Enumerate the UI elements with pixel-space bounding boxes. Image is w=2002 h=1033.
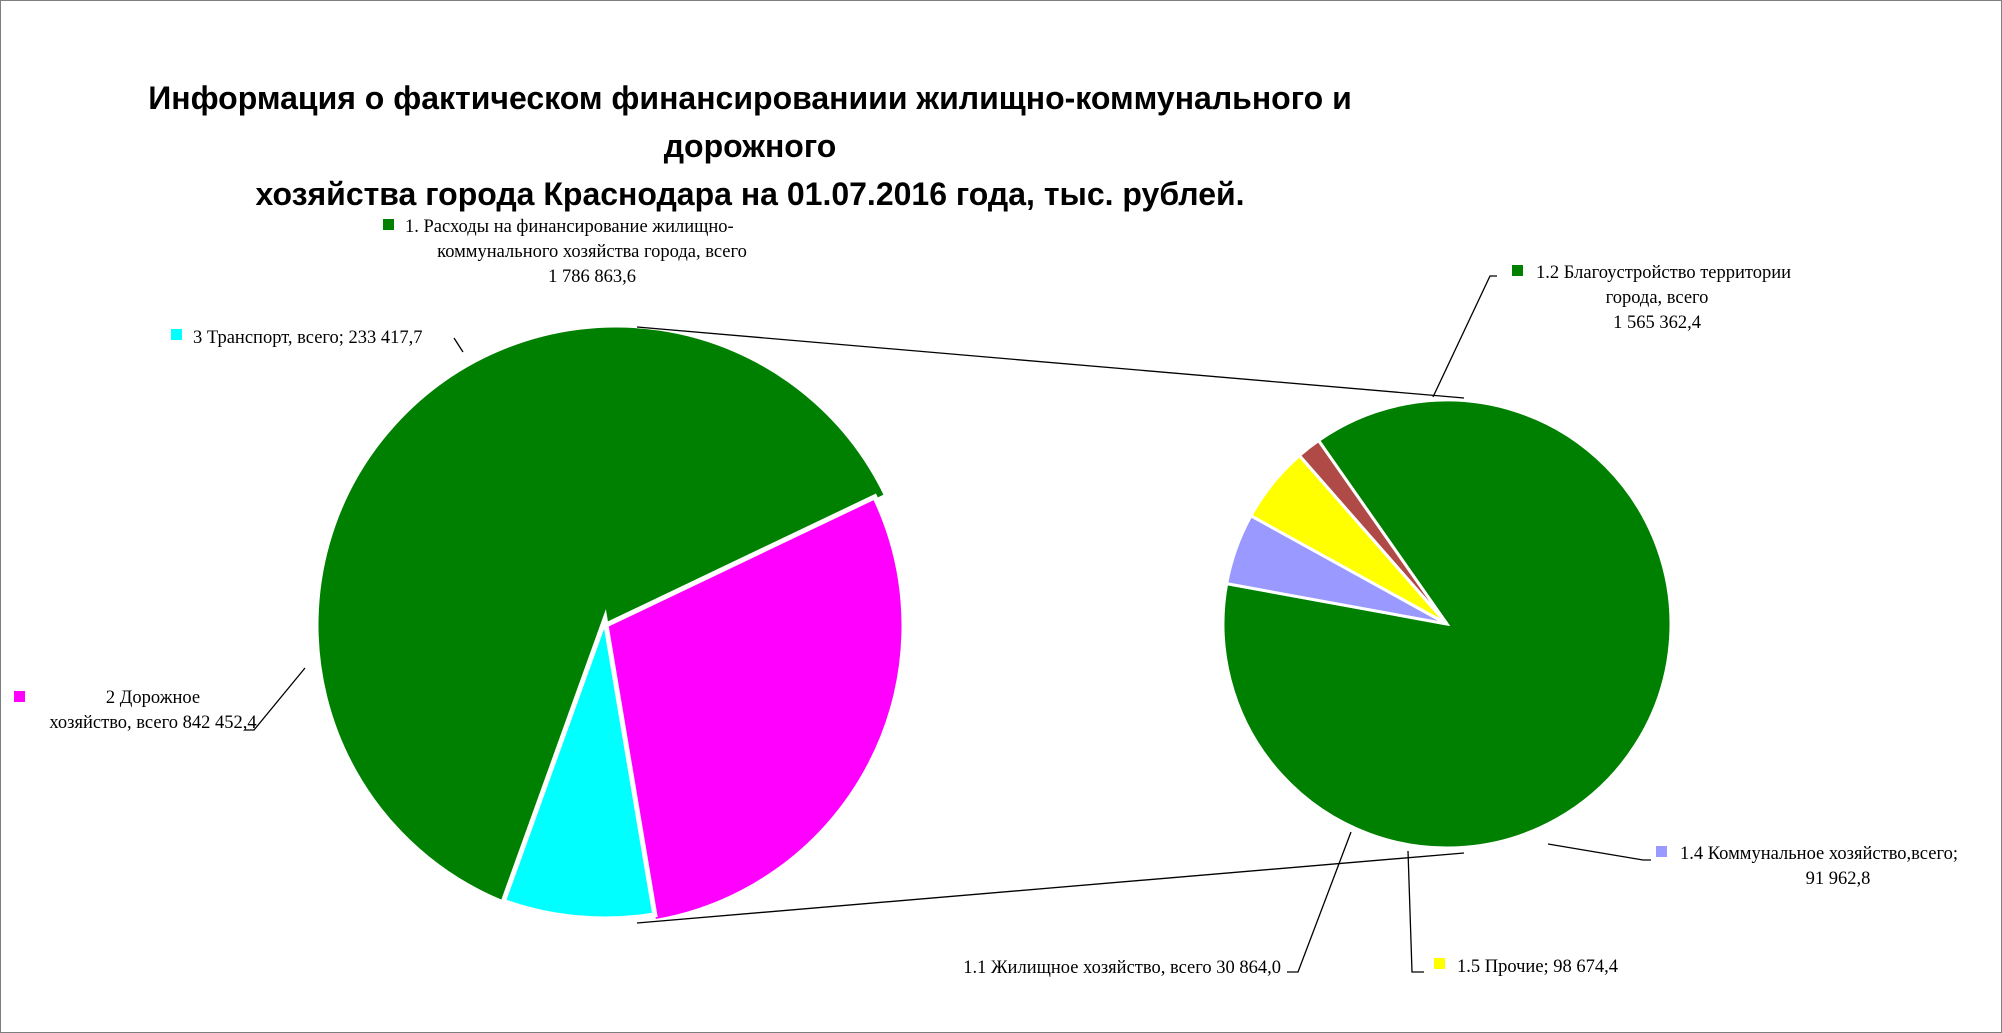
leader-line-communal (1547, 843, 1651, 861)
pie-slice-housing (313, 322, 891, 911)
leader-line-other (1407, 850, 1424, 973)
leader-line-transport (453, 337, 464, 353)
data-label-housing-line-3: 1 786 863,6 (548, 267, 636, 287)
data-label-communal-line-2: 91 962,8 (1806, 869, 1871, 889)
data-label-other-line-1: 1.5 Прочие; 98 674,4 (1457, 957, 1618, 977)
label-marker-improvement (1512, 265, 1523, 276)
data-label-improvement-line-1: 1.2 Благоустройство территории (1536, 263, 1791, 283)
connector-line-bottom (636, 852, 1465, 924)
connector-line-top (636, 326, 1465, 399)
secondary-slice-dwelling (1297, 438, 1449, 625)
leader-line-dwelling (1287, 831, 1352, 973)
label-marker-housing (383, 219, 394, 230)
leader-line-road (244, 667, 306, 731)
leader-line-improvement (1432, 275, 1497, 398)
label-marker-road (14, 691, 25, 702)
data-label-road-line-2: хозяйство, всего 842 452,4 (49, 713, 256, 733)
label-marker-other (1434, 958, 1445, 969)
chart-title-line-2: хозяйства города Краснодара на 01.07.201… (255, 176, 1245, 212)
label-marker-communal (1656, 846, 1667, 857)
label-marker-transport (171, 329, 182, 340)
data-label-housing-line-1: 1. Расходы на финансирование жилищно- (405, 217, 734, 237)
chart-title: Информация о фактическом финансированиии… (60, 74, 1440, 218)
pie-slice-transport (500, 609, 658, 922)
data-label-housing-line-2: коммунального хозяйства города, всего (437, 242, 747, 262)
pie-slice-road (601, 493, 907, 925)
data-label-communal-line-1: 1.4 Коммунальное хозяйство,всего; (1680, 844, 1958, 864)
data-label-improvement-line-2: города, всего (1606, 288, 1709, 308)
data-label-improvement-line-3: 1 565 362,4 (1613, 313, 1701, 333)
data-label-transport-line-1: 3 Транспорт, всего; 233 417,7 (193, 328, 423, 348)
chart-title-line-1: Информация о фактическом финансированиии… (148, 80, 1352, 164)
data-label-dwelling-line-1: 1.1 Жилищное хозяйство, всего 30 864,0 (963, 958, 1281, 978)
data-label-road-line-1: 2 Дорожное (106, 688, 200, 708)
